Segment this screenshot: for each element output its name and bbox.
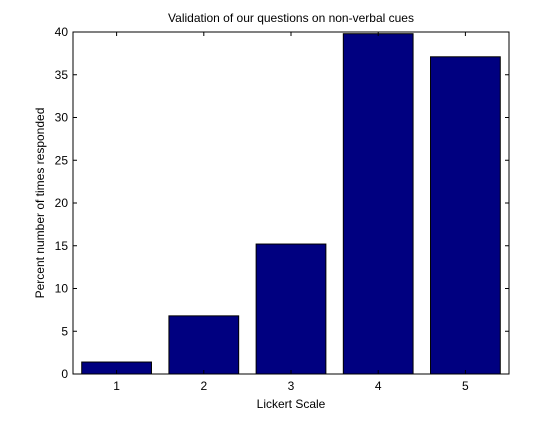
plot-frame [72, 31, 510, 375]
y-tick-label-15: 15 [55, 239, 69, 253]
y-tick-label-35: 35 [55, 68, 69, 82]
y-tick-label-25: 25 [55, 153, 69, 167]
y-tick-label-10: 10 [55, 282, 69, 296]
x-axis-label: Lickert Scale [257, 397, 326, 411]
x-tick-label-4: 4 [375, 379, 382, 393]
y-tick-label-5: 5 [61, 324, 68, 338]
x-tick-label-2: 2 [200, 379, 207, 393]
bar-2 [168, 315, 240, 375]
y-tick-label-0: 0 [61, 367, 68, 381]
x-axis-ticks: 1 2 3 4 5 [113, 32, 469, 393]
y-axis-label: Percent number of times responded [33, 108, 47, 299]
y-tick-label-40: 40 [55, 25, 69, 39]
bar-5 [430, 56, 501, 375]
bar-4 [342, 33, 414, 375]
x-tick-label-1: 1 [113, 379, 120, 393]
y-tick-label-20: 20 [55, 196, 69, 210]
y-tick-label-30: 30 [55, 111, 69, 125]
chart-title: Validation of our questions on non-verba… [168, 11, 414, 25]
bars-group [81, 33, 501, 375]
x-tick-label-5: 5 [462, 379, 469, 393]
x-tick-label-3: 3 [288, 379, 295, 393]
bar-3 [255, 243, 327, 375]
